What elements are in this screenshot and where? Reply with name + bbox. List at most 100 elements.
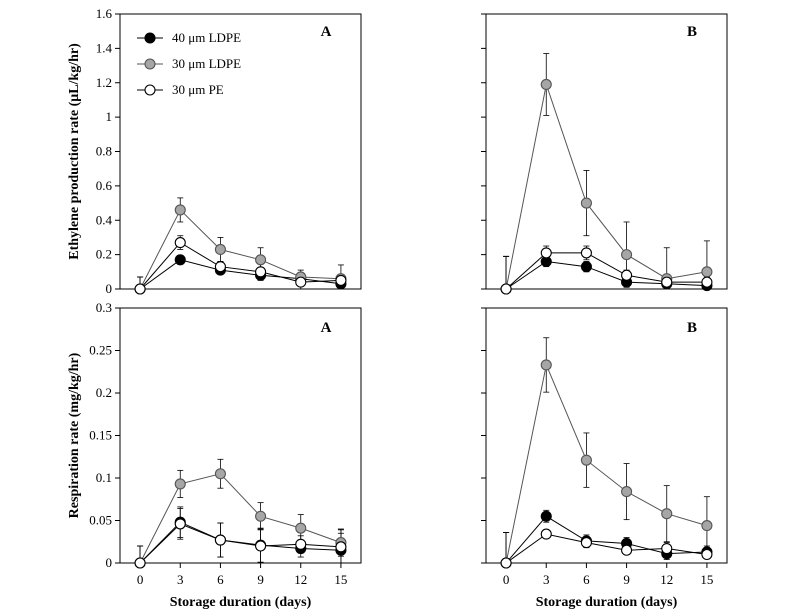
series-2-markers — [500, 78, 713, 295]
data-point — [255, 540, 267, 552]
x-tick-label: 12 — [660, 572, 673, 587]
data-point — [701, 548, 713, 561]
data-point — [701, 266, 713, 278]
series-1-markers — [134, 254, 347, 295]
x-tick-label: 15 — [700, 572, 713, 587]
y-tick-label: 0.4 — [96, 212, 113, 227]
x-tick-label: 3 — [543, 572, 550, 587]
series-3-markers — [134, 237, 347, 295]
x-tick-label: 0 — [503, 572, 510, 587]
series-line — [139, 209, 341, 290]
data-point — [174, 518, 186, 530]
y-tick-label: 0.6 — [96, 178, 113, 193]
data-point — [580, 454, 592, 466]
series-line — [505, 252, 707, 290]
series-3 — [137, 508, 344, 564]
legend-label: 30 μm LDPE — [172, 56, 241, 71]
y-tick-label: 0 — [106, 281, 113, 296]
x-tick-label: 6 — [217, 572, 224, 587]
series-2 — [137, 458, 344, 564]
data-point — [540, 78, 552, 91]
x-tick-label: 9 — [623, 572, 630, 587]
y-tick-label: 1.4 — [96, 40, 113, 55]
data-point — [255, 266, 267, 278]
series-3 — [503, 245, 710, 290]
series-2 — [503, 337, 710, 564]
y-tick-label: 0.8 — [96, 144, 112, 159]
data-point — [174, 237, 186, 249]
x-tick-label: 3 — [177, 572, 184, 587]
y-tick-label: 0.05 — [89, 513, 112, 528]
data-point — [214, 243, 226, 256]
data-point — [661, 508, 673, 520]
chart-panel-3: 0 0.05 0.1 0.15 0.2 0.25 0.3 0 3 6 9 12 15 Respiratio… — [67, 300, 362, 610]
data-point — [580, 247, 592, 259]
data-point — [701, 520, 713, 532]
data-point — [580, 537, 592, 549]
legend-label: 30 μm PE — [172, 82, 224, 97]
series-line — [505, 515, 707, 564]
series-2 — [137, 197, 344, 290]
series-3-markers — [500, 247, 713, 295]
legend-item: 30 μm PE — [137, 82, 224, 97]
legend-item: 40 μm LDPE — [137, 30, 241, 45]
y-tick-label: 0 — [106, 555, 113, 570]
series-1 — [503, 509, 710, 564]
data-point — [134, 557, 146, 569]
series-line — [505, 533, 707, 564]
legend-label: 40 μm LDPE — [172, 30, 241, 45]
data-point — [621, 544, 633, 556]
data-point — [540, 510, 552, 522]
series-3-markers — [134, 518, 347, 569]
data-point — [621, 269, 633, 281]
y-tick-label: 1.2 — [96, 75, 112, 90]
plot-frame — [119, 307, 362, 564]
x-axis-title: Storage duration (days) — [170, 595, 312, 610]
data-point — [295, 538, 307, 550]
legend-marker — [144, 32, 156, 44]
data-point — [214, 261, 226, 273]
x-tick-label: 12 — [294, 572, 307, 587]
legend-item: 30 μm LDPE — [137, 56, 241, 71]
legend: 40 μm LDPE 30 μm LDPE 30 μm PE — [137, 30, 241, 97]
data-point — [500, 557, 512, 569]
data-point — [701, 276, 713, 288]
data-point — [621, 486, 633, 498]
data-point — [540, 359, 552, 371]
panel-letter: A — [321, 24, 332, 40]
y-tick-label: 0.2 — [96, 385, 112, 400]
data-point — [255, 510, 267, 522]
chart-panel-1: 0 0.2 0.4 0.6 0.8 1 1.2 1.4 1.6 Ethylene producti… — [67, 6, 362, 296]
data-point — [295, 522, 307, 534]
series-line — [139, 259, 341, 290]
data-point — [500, 283, 512, 295]
series-1 — [503, 255, 710, 290]
chart-panel-2: B — [481, 13, 728, 295]
series-1 — [137, 506, 344, 564]
data-point — [214, 534, 226, 546]
data-point — [134, 283, 146, 295]
series-2 — [503, 53, 710, 290]
x-tick-label: 9 — [257, 572, 264, 587]
data-point — [580, 261, 592, 273]
data-point — [174, 478, 186, 490]
y-tick-label: 0.15 — [89, 428, 112, 443]
legend-marker — [144, 84, 156, 96]
x-tick-label: 6 — [583, 572, 590, 587]
data-point — [540, 247, 552, 259]
y-tick-label: 0.1 — [96, 470, 112, 485]
panels: 0 0.2 0.4 0.6 0.8 1 1.2 1.4 1.6 Ethylene producti… — [67, 6, 728, 610]
data-point — [174, 204, 186, 216]
plot-frame — [485, 13, 728, 290]
data-point — [295, 276, 307, 288]
y-tick-label: 0.25 — [89, 343, 112, 358]
series-3 — [137, 235, 344, 290]
y-tick-label: 1 — [106, 109, 113, 124]
series-3 — [503, 530, 710, 564]
data-point — [540, 528, 552, 540]
panel-letter: A — [321, 320, 332, 336]
series-1-markers — [500, 255, 713, 295]
panel-letter: B — [687, 24, 697, 40]
series-3-markers — [500, 528, 713, 569]
series-line — [139, 523, 341, 564]
